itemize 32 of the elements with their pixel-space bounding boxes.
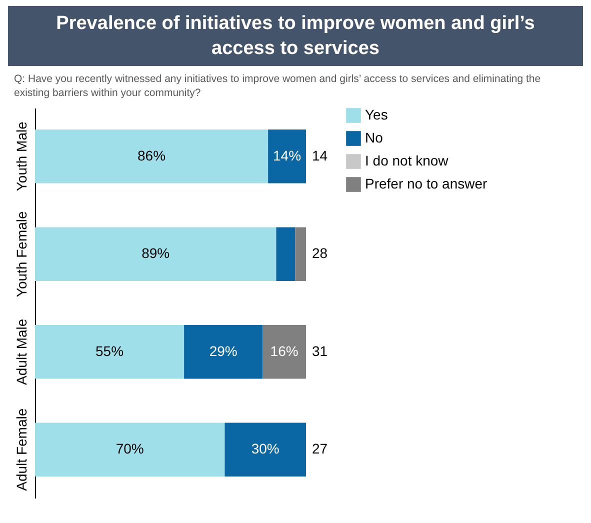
text: 14 (312, 147, 328, 164)
data-label: 14% (273, 147, 302, 164)
y-tick-label: Adult Male (14, 318, 30, 385)
data-label: 55% (96, 342, 124, 359)
data-label: 89% (142, 245, 170, 262)
bar (35, 422, 225, 476)
bar (295, 227, 306, 282)
y-tick-label: Adult Female (14, 408, 30, 491)
text: 28 (312, 245, 328, 262)
bar (35, 227, 276, 282)
bar (35, 324, 184, 379)
legend-label: Prefer no to answer (365, 176, 488, 192)
bar (224, 422, 306, 476)
y-tick-label: Youth Male (14, 121, 30, 192)
text: 31 (312, 342, 328, 359)
bar (268, 130, 306, 184)
bar (262, 324, 306, 379)
data-label: 86% (138, 147, 166, 164)
bar (35, 130, 268, 184)
chart-subtitle: Q: Have you recently witnessed any initiatives to improve women and girls’ access to services and eliminating the existing barriers within your community? (14, 72, 542, 100)
bar (276, 227, 296, 282)
text: 27 (312, 440, 328, 457)
data-label: 16% (270, 342, 298, 359)
bar (184, 324, 263, 379)
y-tick-label: Youth Female (14, 210, 30, 298)
legend-label: Yes (365, 106, 388, 122)
data-label: 70% (116, 440, 144, 457)
legend-label: No (365, 130, 384, 146)
data-label: 29% (209, 342, 238, 359)
chart-title: Prevalence of initiatives to improve women and girl’s access to services (8, 6, 583, 66)
data-label: 30% (251, 440, 280, 457)
legend-label: I do not know (365, 152, 450, 168)
